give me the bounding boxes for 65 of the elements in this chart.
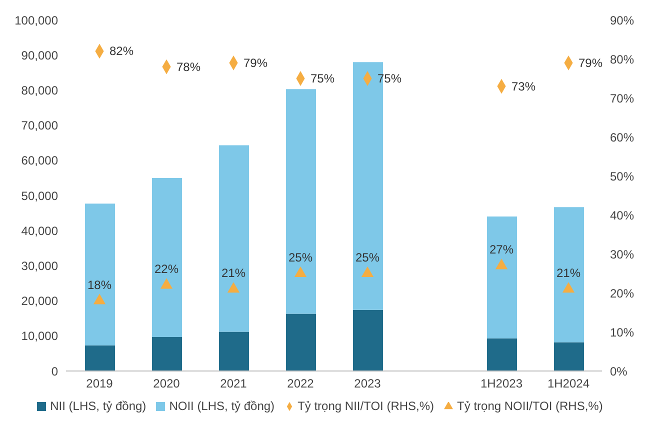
bar xyxy=(85,204,115,346)
legend-label: Tỷ trọng NII/TOI (RHS,%) xyxy=(298,399,434,413)
data-label: 22% xyxy=(154,262,179,276)
data-label: 78% xyxy=(176,60,201,74)
y2-tick-label: 20% xyxy=(610,286,634,300)
data-label: 73% xyxy=(512,79,536,94)
bar xyxy=(554,207,584,342)
y-tick-label: 70,000 xyxy=(21,118,58,133)
bar xyxy=(286,89,316,314)
point xyxy=(495,258,508,270)
data-label: 25% xyxy=(288,250,313,264)
data-label: 21% xyxy=(221,266,246,280)
bar xyxy=(85,345,115,371)
data-label: 27% xyxy=(489,242,514,257)
y-tick-label: 80,000 xyxy=(21,83,58,98)
bar xyxy=(353,310,383,371)
bar xyxy=(152,336,182,371)
y2-tick-label: 10% xyxy=(610,325,634,340)
y2-tick-label: 80% xyxy=(610,52,634,66)
point xyxy=(227,282,240,293)
point xyxy=(160,278,173,289)
data-label: 18% xyxy=(87,278,112,292)
y2-tick-label: 70% xyxy=(610,91,634,106)
y-tick-label: 20,000 xyxy=(21,294,58,308)
y2-tick-label: 50% xyxy=(610,169,634,184)
x-tick-label: 2021 xyxy=(220,376,248,391)
y2-tick-label: 0% xyxy=(610,364,628,378)
x-tick-label: 2022 xyxy=(287,376,314,391)
x-tick-label: 1H2023 xyxy=(480,376,523,391)
point xyxy=(562,282,575,293)
y-tick-label: 10,000 xyxy=(21,329,58,344)
bar xyxy=(487,216,517,338)
y2-tick-label: 40% xyxy=(610,208,634,222)
bar xyxy=(487,338,517,371)
y-tick-label: 60,000 xyxy=(21,154,58,168)
y2-tick-label: 60% xyxy=(610,130,634,144)
y-tick-label: 30,000 xyxy=(21,258,58,273)
data-label: 82% xyxy=(110,44,134,58)
point xyxy=(93,294,106,304)
data-label: 75% xyxy=(310,72,335,86)
y-tick-label: 100,000 xyxy=(14,13,58,28)
x-tick-label: 2020 xyxy=(153,376,180,391)
x-tick-label: 2019 xyxy=(86,376,114,391)
data-label: 21% xyxy=(556,266,581,280)
bar xyxy=(152,178,182,337)
legend-label: NOII (LHS, tỷ đồng) xyxy=(169,399,275,413)
y2-tick-label: 90% xyxy=(610,13,634,28)
bar xyxy=(286,314,316,371)
y-tick-label: 40,000 xyxy=(21,224,58,238)
x-tick-label: 2023 xyxy=(354,376,382,391)
y2-tick-label: 30% xyxy=(610,247,634,262)
data-label: 25% xyxy=(355,250,380,264)
y-tick-label: 0 xyxy=(51,364,58,378)
point xyxy=(361,266,374,278)
x-tick-label: 1H2024 xyxy=(547,376,590,391)
legend-label: NII (LHS, tỷ đồng) xyxy=(50,399,146,413)
y-tick-label: 90,000 xyxy=(21,48,58,62)
point xyxy=(294,266,307,278)
bar xyxy=(219,332,249,371)
data-label: 79% xyxy=(578,56,603,70)
bar xyxy=(219,145,249,332)
data-label: 79% xyxy=(244,56,268,70)
y-tick-label: 50,000 xyxy=(21,188,58,203)
bar xyxy=(554,342,584,371)
legend-label: Tỷ trọng NOII/TOI (RHS,%) xyxy=(457,399,603,413)
